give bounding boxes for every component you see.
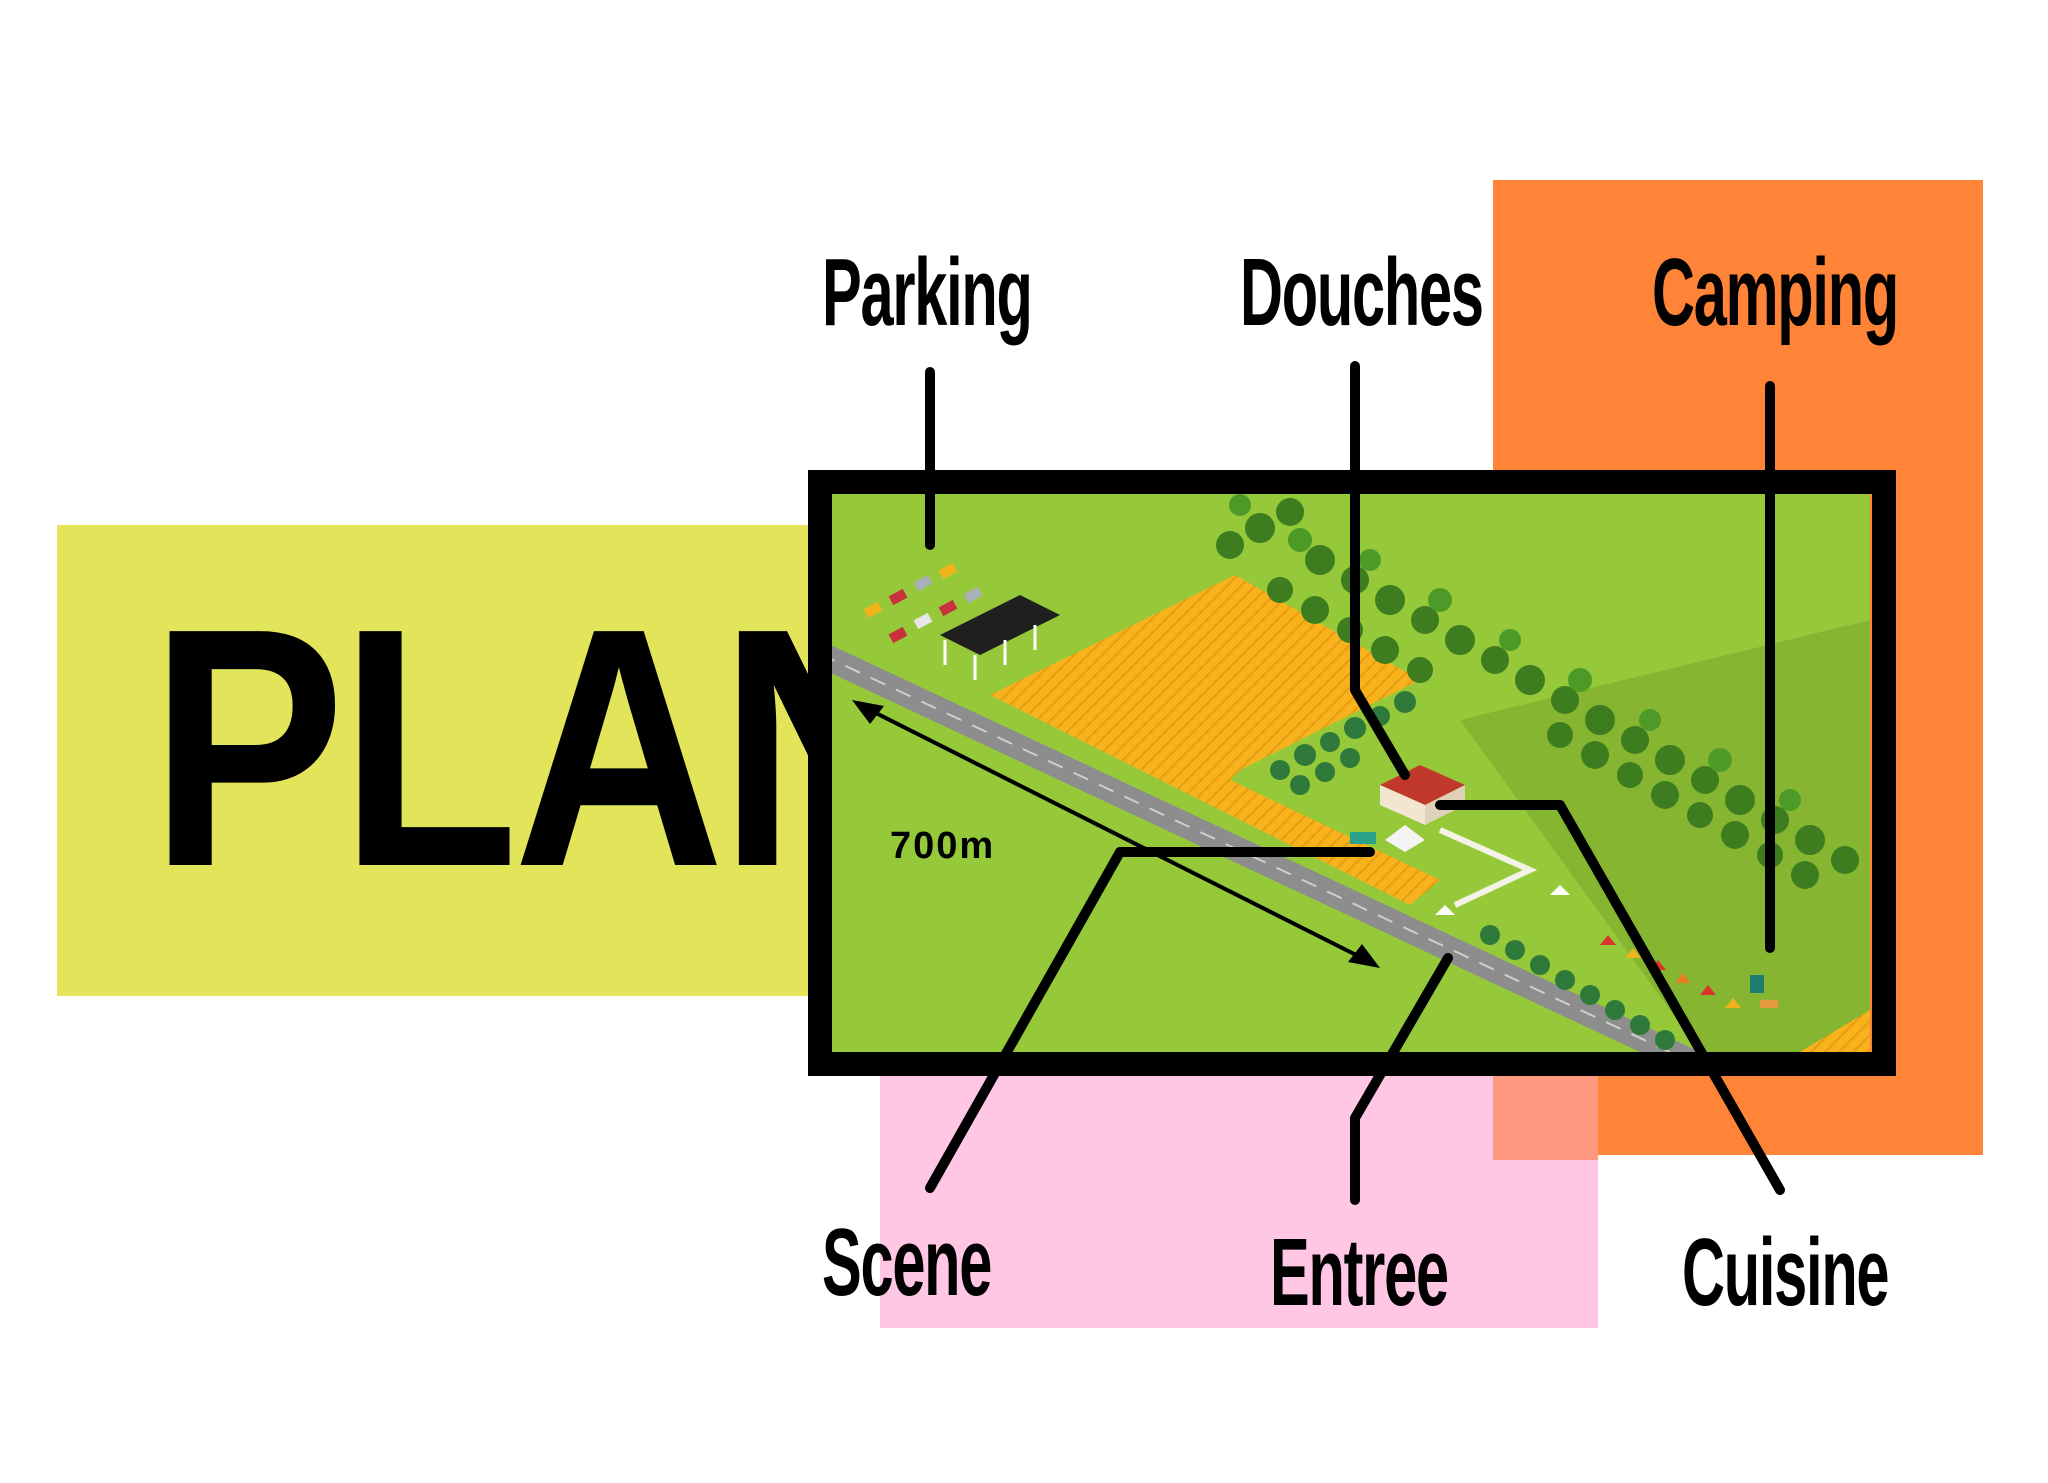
distance-label: 700m xyxy=(890,825,995,867)
douches-leader xyxy=(1350,361,1410,780)
panel-overlap xyxy=(1493,1068,1598,1160)
car-icon xyxy=(938,562,958,580)
leader-lines xyxy=(925,361,1785,1205)
parking-cars xyxy=(863,562,983,644)
map-terrain xyxy=(820,492,1870,1052)
camping-label: Camping xyxy=(1652,239,1899,346)
cuisine-leader xyxy=(1435,800,1785,1195)
distance-arrow xyxy=(852,700,1380,968)
tent-icon xyxy=(1350,825,1425,852)
scene-label: Scene xyxy=(822,1209,992,1316)
cuisine-label: Cuisine xyxy=(1682,1219,1890,1326)
entree-leader xyxy=(1350,953,1453,1205)
cornfield xyxy=(990,575,1440,905)
douches-label: Douches xyxy=(1240,239,1484,346)
scene-leader xyxy=(925,847,1375,1193)
car-icon xyxy=(863,601,883,619)
car-icon xyxy=(888,626,908,644)
parking-label: Parking xyxy=(822,239,1033,346)
car-icon xyxy=(888,588,908,606)
car-icon xyxy=(913,612,933,630)
car-icon xyxy=(938,599,958,617)
car-icon xyxy=(963,586,983,604)
entree-label: Entree xyxy=(1270,1219,1449,1326)
road xyxy=(820,640,1700,1052)
yellow-panel xyxy=(57,525,857,996)
car-icon xyxy=(913,574,933,592)
pink-panel xyxy=(880,1068,1598,1328)
shelter-building xyxy=(940,595,1060,680)
